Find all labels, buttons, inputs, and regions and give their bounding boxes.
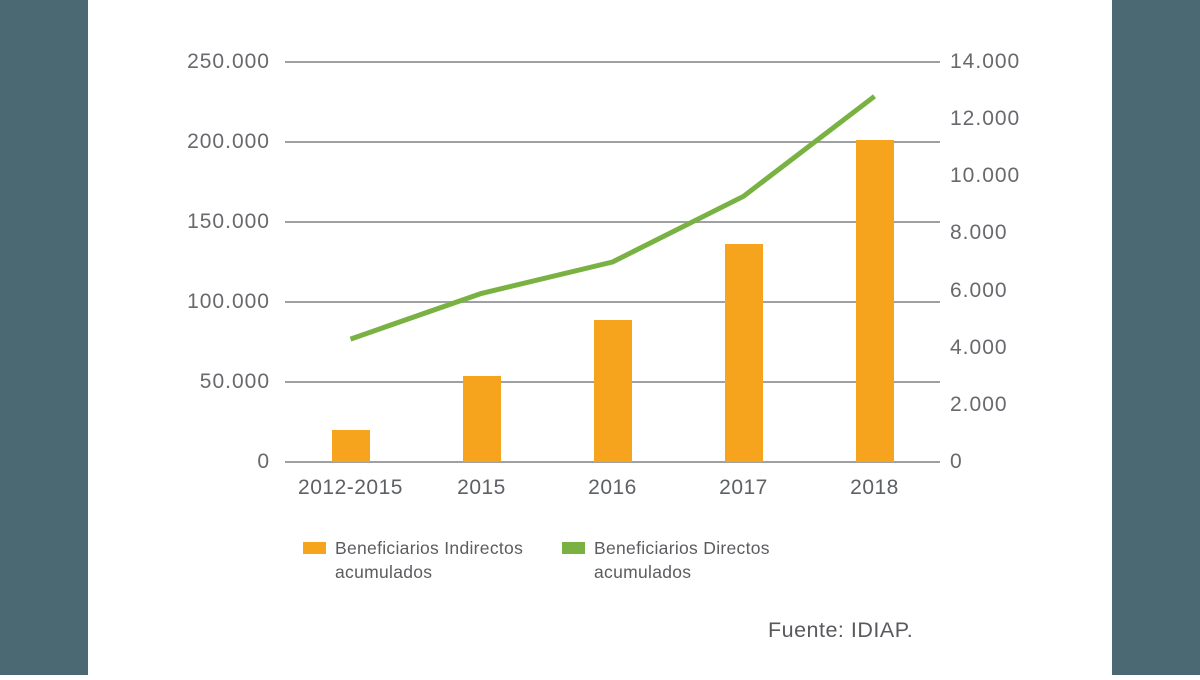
right-axis-tick-label: 4.000: [950, 335, 1008, 359]
right-axis-tick-label: 12.000: [950, 107, 1021, 131]
gridline: [285, 141, 940, 143]
gridline: [285, 301, 940, 303]
bar-2018: [855, 140, 894, 462]
gridline: [285, 61, 940, 63]
right-axis-tick-label: 2.000: [950, 392, 1008, 416]
left-axis-tick-label: 0: [257, 450, 270, 473]
legend-label-indirectos: Beneficiarios Indirectos acumulados: [335, 536, 523, 584]
bar-2017: [724, 244, 763, 462]
right-axis-tick-label: 10.000: [950, 164, 1021, 188]
left-axis-tick-label: 250.000: [187, 50, 270, 73]
right-accent-band: [1112, 0, 1200, 675]
line-series-path: [349, 94, 877, 342]
right-axis-tick-label: 0: [950, 450, 963, 473]
right-axis-tick-label: 8.000: [950, 221, 1008, 245]
legend-label-line2: acumulados: [335, 562, 433, 582]
x-axis-label-2016: 2016: [588, 476, 637, 499]
right-axis-tick-label: 14.000: [950, 50, 1021, 73]
bar-2012-2015: [331, 430, 370, 462]
x-axis-label-2017: 2017: [719, 476, 768, 499]
gridline: [285, 221, 940, 223]
bar-2016: [593, 319, 632, 462]
legend-label-line1: Beneficiarios Indirectos: [335, 538, 524, 558]
line-series: [349, 94, 877, 342]
legend-item-directos: Beneficiarios Directos acumulados: [562, 536, 770, 584]
legend-swatch-line: [562, 542, 585, 554]
x-axis-label-2018: 2018: [850, 476, 899, 499]
gridline: [285, 461, 940, 463]
legend-item-indirectos: Beneficiarios Indirectos acumulados: [303, 536, 523, 584]
bar-2015: [462, 375, 501, 462]
left-accent-band: [0, 0, 88, 675]
left-axis-tick-label: 50.000: [199, 370, 270, 393]
legend-swatch-bar: [303, 542, 326, 554]
left-axis-tick-label: 100.000: [187, 290, 270, 313]
x-axis-label-2015: 2015: [457, 476, 506, 499]
right-axis-tick-label: 6.000: [950, 278, 1008, 302]
legend-label-line1: Beneficiarios Directos: [594, 538, 770, 558]
left-axis-tick-label: 150.000: [187, 210, 270, 233]
legend-label-line2: acumulados: [594, 562, 692, 582]
source-caption: Fuente: IDIAP.: [768, 618, 914, 642]
x-axis-label-2012-2015: 2012-2015: [298, 476, 403, 499]
legend-label-directos: Beneficiarios Directos acumulados: [594, 536, 770, 584]
left-axis-tick-label: 200.000: [187, 130, 270, 153]
